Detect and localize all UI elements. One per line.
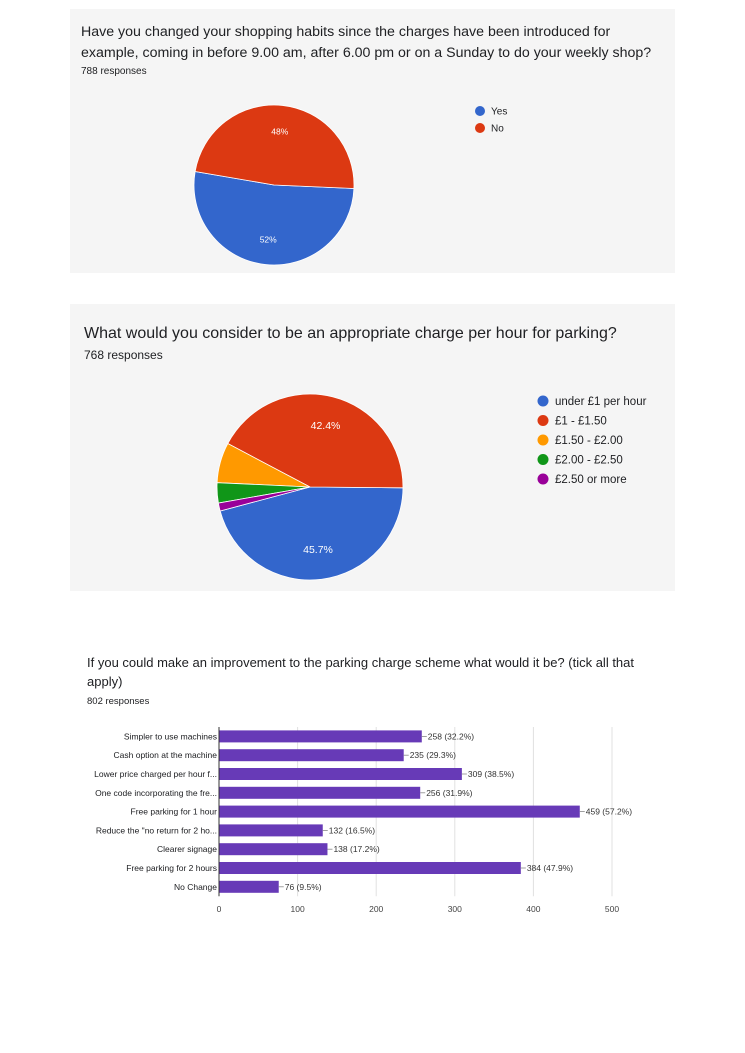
- response-count: 788 responses: [81, 66, 147, 77]
- pie-slice-data-label: 48%: [271, 126, 288, 136]
- bar-data-label: 258 (32.2%): [428, 731, 474, 741]
- x-tick-label: 200: [369, 904, 383, 914]
- y-category-label: Cash option at the machine: [114, 750, 218, 760]
- bar-no-change: [219, 880, 279, 893]
- legend-label: £1.50 - £2.00: [555, 435, 623, 447]
- legend-label: under £1 per hour: [555, 396, 647, 408]
- question-title: Have you changed your shopping habits si…: [81, 24, 652, 61]
- bar-cash-option-at-the-machine: [219, 749, 404, 762]
- bar-lower-price-charged-per-hour-f: [219, 768, 462, 780]
- legend-label: Yes: [491, 107, 507, 118]
- x-tick-label: 500: [605, 904, 619, 914]
- x-tick-label: 300: [448, 904, 462, 914]
- legend-marker-under-1-per-hour: [537, 395, 549, 407]
- y-category-label: No Change: [174, 882, 217, 892]
- bar-reduce-the-no-return-for-2-ho: [219, 824, 323, 837]
- bar-data-label: 235 (29.3%): [410, 750, 456, 760]
- bar-chart-improvements: 0 100 200 300 400 500 Simpler to use machines 2…: [94, 727, 632, 914]
- y-category-label: Free parking for 1 hour: [131, 807, 218, 817]
- bar-data-label: 384 (47.9%): [527, 863, 573, 873]
- bar-chart-card-improvements: If you could make an improvement to the …: [70, 641, 675, 921]
- pie-slice-data-label: 45.7%: [303, 544, 333, 556]
- bar-free-parking-for-1-hour: [219, 805, 580, 818]
- pie-slice-1-1-50: [227, 393, 404, 489]
- legend-label: £1 - £1.50: [555, 416, 607, 428]
- bar-data-label: 138 (17.2%): [333, 844, 379, 854]
- bar-data-label: 132 (16.5%): [329, 825, 375, 835]
- response-count: 802 responses: [87, 696, 150, 707]
- pie-chart-card-charge-per-hour: What would you consider to be an appropr…: [70, 304, 675, 591]
- legend-marker-1-50-2-00: [537, 434, 549, 446]
- question-title: If you could make an improvement to the …: [87, 655, 635, 689]
- bar-data-label: 76 (9.5%): [285, 882, 322, 892]
- pie-slice-2-50-or-more: [217, 486, 311, 512]
- x-tick-label: 100: [291, 904, 305, 914]
- legend-label: No: [491, 124, 504, 135]
- bar-data-label: 309 (38.5%): [468, 769, 514, 779]
- bar-free-parking-for-2-hours: [219, 862, 521, 874]
- question-title: What would you consider to be an appropr…: [84, 325, 617, 342]
- x-tick-label: 0: [217, 904, 222, 914]
- bar-simpler-to-use-machines: [219, 730, 422, 743]
- legend-marker-1-1-50: [537, 415, 549, 426]
- bar-clearer-signage: [219, 843, 328, 856]
- legend-marker-2-50-or-more: [537, 473, 549, 485]
- y-category-label: Free parking for 2 hours: [126, 863, 217, 873]
- legend-marker-no: [475, 123, 485, 133]
- bar-one-code-incorporating-the-fre: [219, 786, 421, 799]
- pie-slice-data-label: 52%: [260, 235, 277, 245]
- bar-data-label: 459 (57.2%): [586, 807, 632, 817]
- legend-label: £2.00 - £2.50: [555, 455, 623, 467]
- pie-slice-no: [194, 104, 355, 189]
- x-tick-label: 400: [526, 904, 540, 914]
- pie-chart-card-shopping-habits: Have you changed your shopping habits si…: [70, 9, 675, 273]
- bar-data-label: 256 (31.9%): [426, 788, 472, 798]
- y-category-label: Lower price charged per hour f...: [94, 769, 217, 779]
- y-category-label: Clearer signage: [157, 844, 217, 854]
- legend-label: £2.50 or more: [555, 474, 627, 486]
- pie-chart-charge-per-hour: 45.7% under £1 per hour 42.4% £1 - £1.50 £1.…: [216, 393, 647, 581]
- pie-slice-under-1-per-hour: [219, 486, 404, 581]
- y-category-label: Simpler to use machines: [124, 731, 217, 741]
- y-category-label: Reduce the "no return for 2 ho...: [96, 825, 217, 835]
- legend-marker-yes: [475, 106, 485, 116]
- legend-marker-2-00-2-50: [537, 454, 549, 465]
- y-category-label: One code incorporating the fre...: [95, 788, 217, 798]
- pie-slice-yes: [193, 171, 355, 266]
- pie-slice-data-label: 42.4%: [311, 420, 341, 432]
- response-count: 768 responses: [84, 348, 163, 362]
- pie-chart-shopping-habits: 52% Yes 48% No: [193, 104, 507, 266]
